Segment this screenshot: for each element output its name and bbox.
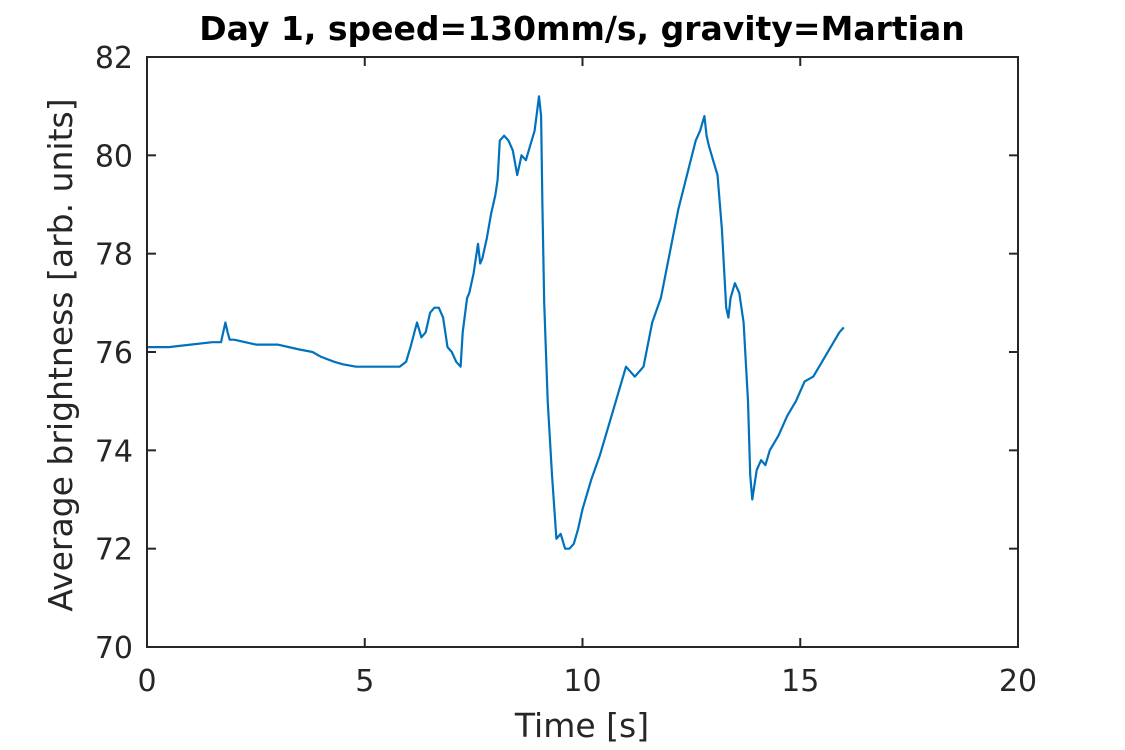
x-axis-label: Time [s]: [514, 706, 649, 745]
plot-area: [147, 57, 1018, 647]
x-tick-label: 20: [999, 664, 1037, 699]
y-tick-label: 74: [95, 434, 133, 469]
axis-tick-labels: 0 5 10 15 20 70 72 74 76 78 80 82: [95, 41, 1037, 699]
y-tick-label: 72: [95, 533, 133, 568]
y-tick-label: 80: [95, 139, 133, 174]
chart-title: Day 1, speed=130mm/s, gravity=Martian: [199, 9, 964, 48]
x-tick-label: 10: [563, 664, 601, 699]
series-line: [147, 95, 845, 550]
x-tick-label: 5: [355, 664, 374, 699]
x-tick-label: 0: [137, 664, 156, 699]
y-tick-label: 70: [95, 631, 133, 666]
y-tick-label: 76: [95, 336, 133, 371]
y-tick-label: 78: [95, 238, 133, 273]
plot-frame: [146, 56, 1019, 648]
x-tick-label: 15: [781, 664, 819, 699]
y-tick-label: 82: [95, 41, 133, 76]
y-axis-label: Average brightness [arb. units]: [41, 98, 80, 611]
data-series: [147, 95, 845, 550]
